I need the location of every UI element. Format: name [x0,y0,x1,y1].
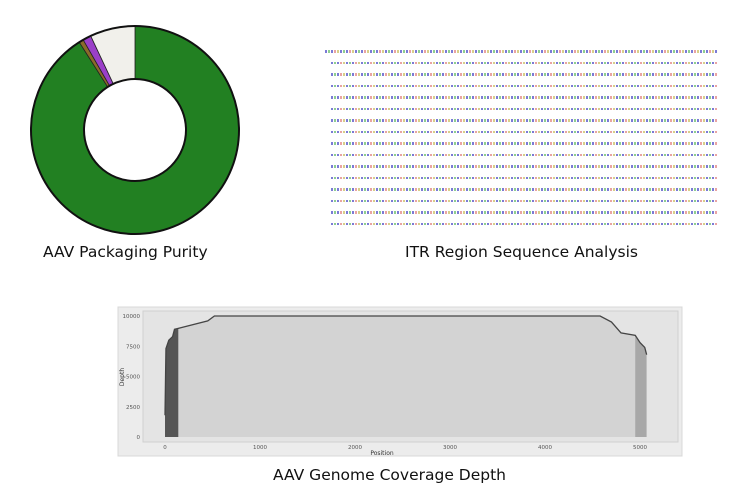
coverage-area [165,316,647,437]
donut-outline [30,25,240,235]
coverage-highlight-0 [165,316,179,437]
sequence-row [331,222,717,225]
y-tick-label: 10000 [123,314,141,320]
y-tick-label: 2500 [126,405,140,411]
itr-sequence-alignment [325,50,717,234]
coverage-caption: AAV Genome Coverage Depth [273,466,506,484]
y-tick-label: 7500 [126,344,140,350]
sequence-row [331,61,717,64]
donut-caption: AAV Packaging Purity [43,243,208,261]
sequence-row [331,96,717,99]
x-axis-label: Position [370,450,394,457]
sequence-row [331,211,717,214]
coverage-line [164,315,648,416]
sequence-row [331,130,717,133]
sequence-row [331,153,717,156]
sequence-row [331,188,717,191]
sequence-row [331,107,717,110]
sequence-row [331,142,717,145]
itr-caption: ITR Region Sequence Analysis [405,243,638,261]
x-tick-label: 1000 [253,445,267,451]
donut-chart [30,25,240,235]
y-tick-label: 0 [137,435,141,441]
sequence-row [331,199,717,202]
x-tick-label: 0 [163,445,167,451]
sequence-row [331,73,717,76]
y-tick-label: 5000 [126,375,140,381]
sequence-row [331,84,717,87]
sequence-row [325,50,717,53]
x-tick-label: 3000 [443,445,457,451]
x-tick-label: 5000 [633,445,647,451]
coverage-chart: 0 1000 2000 3000 4000 5000 0 2500 5000 7500 10000 P… [117,306,683,457]
donut-hole [83,78,187,182]
sequence-row [331,176,717,179]
sequence-row [331,165,717,168]
sequence-row [331,119,717,122]
x-tick-label: 4000 [538,445,552,451]
x-tick-label: 2000 [348,445,362,451]
coverage-highlight-1 [635,316,647,437]
y-axis-label: Depth [119,368,126,386]
